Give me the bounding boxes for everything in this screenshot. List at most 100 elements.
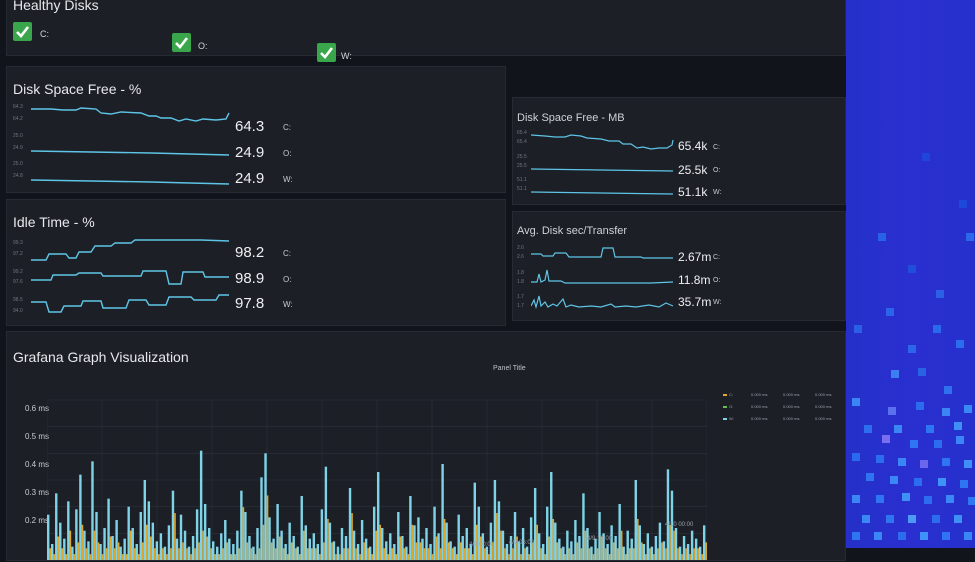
- disk-label: W:: [341, 51, 352, 61]
- bar-series-b: [113, 548, 116, 560]
- bar-series-a: [441, 464, 444, 560]
- bar-series-a: [167, 525, 171, 560]
- bar-series-b: [677, 548, 679, 560]
- pixel-square: [916, 402, 924, 410]
- bar-series-a: [401, 536, 404, 560]
- bar-series-a: [280, 530, 283, 560]
- bar-series-a: [686, 544, 690, 560]
- bar-series-b: [596, 548, 599, 560]
- pixel-square: [908, 345, 916, 353]
- pixel-square: [874, 532, 882, 540]
- bar-series-a: [372, 506, 376, 560]
- pixel-square: [944, 386, 952, 394]
- bar-series-a: [300, 496, 303, 560]
- bar-series-a: [272, 538, 275, 560]
- avg-disk-transfer-panel: Avg. Disk sec/Transfer 2.6 2.6 2.67m C: …: [512, 211, 846, 321]
- x-tick: 4/10 00:00: [665, 522, 694, 528]
- bar-series-a: [574, 520, 577, 560]
- bar-series-b: [339, 554, 341, 560]
- sparkline-c: [531, 134, 674, 150]
- bar-series-b: [202, 530, 204, 560]
- bar-series-a: [171, 490, 175, 560]
- panel-title: Healthy Disks: [13, 0, 99, 13]
- legend-row[interactable]: O: 0.000 ms 0.000 ms 0.000 ms: [723, 404, 843, 412]
- bar-series-b: [681, 554, 683, 560]
- bar-series-b: [564, 554, 567, 560]
- bar-series-b: [125, 554, 128, 560]
- bar-series-b: [73, 554, 76, 560]
- bar-series-b: [89, 554, 92, 560]
- bar-series-b: [274, 548, 277, 560]
- pixel-square: [964, 460, 972, 468]
- bar-series-b: [624, 554, 627, 560]
- bar-series-b: [423, 548, 426, 560]
- panel-title: Idle Time - %: [13, 214, 95, 230]
- bar-series-a: [473, 482, 476, 560]
- bar-series-b: [528, 554, 530, 560]
- bar-series-b: [476, 524, 478, 560]
- bar-series-b: [572, 554, 575, 560]
- bar-series-a: [67, 501, 70, 560]
- tick-label: 99.2: [13, 269, 23, 275]
- bar-series-b: [588, 548, 591, 560]
- pixel-square: [942, 532, 950, 540]
- bar-series-b: [363, 542, 365, 560]
- pixel-square: [922, 153, 930, 161]
- bar-series-a: [59, 522, 62, 560]
- pixel-square: [902, 493, 910, 501]
- tick-label: 1.8: [517, 279, 524, 285]
- bar-series-a: [437, 533, 440, 560]
- bar-series-b: [238, 548, 241, 560]
- pixel-square: [966, 233, 974, 241]
- drive-label: W:: [713, 299, 722, 306]
- drive-label: W:: [283, 175, 293, 184]
- sparkline-w: [531, 295, 674, 310]
- legend-name: O:: [729, 404, 734, 409]
- bar-series-b: [480, 536, 482, 560]
- bar-series-b: [234, 554, 237, 560]
- bar-series-b: [536, 524, 538, 560]
- pixel-square: [954, 515, 962, 523]
- bar-series-b: [355, 548, 357, 560]
- bar-series-b: [69, 530, 72, 560]
- bar-series-b: [242, 507, 245, 560]
- legend-row[interactable]: C: 0.000 ms 0.000 ms 0.000 ms: [723, 392, 843, 400]
- bar-series-a: [529, 517, 533, 560]
- bar-series-b: [298, 554, 301, 560]
- bar-series-b: [657, 548, 659, 560]
- bar-series-a: [485, 546, 489, 560]
- sparkline-w: [31, 179, 230, 185]
- bar-series-a: [602, 533, 605, 560]
- tick-label: 25.5: [517, 163, 527, 169]
- x-tick: 4/9 12:00: [587, 536, 613, 542]
- pixel-square: [964, 532, 972, 540]
- bar-series-a: [409, 496, 412, 560]
- tick-label: 2.6: [517, 245, 524, 251]
- bar-series-b: [218, 554, 221, 560]
- bar-series-b: [178, 548, 180, 560]
- pixel-square: [864, 425, 872, 433]
- pixel-square: [933, 325, 941, 333]
- bar-series-b: [367, 548, 369, 560]
- legend-row[interactable]: W: 0.000 ms 0.000 ms 0.000 ms: [723, 416, 843, 424]
- bar-series-b: [496, 513, 498, 560]
- bar-series-b: [137, 554, 140, 560]
- bar-series-b: [661, 542, 663, 560]
- bar-series-a: [155, 541, 159, 560]
- bar-series-a: [103, 528, 106, 560]
- bar-series-a: [87, 541, 90, 560]
- bar-series-a: [546, 506, 549, 560]
- bar-series-a: [666, 469, 670, 560]
- bar-series-a: [232, 544, 235, 560]
- bar-series-b: [649, 548, 651, 560]
- bar-series-b: [290, 542, 293, 560]
- bar-series-a: [614, 536, 617, 560]
- bar-series-b: [612, 542, 615, 560]
- drive-label: C:: [283, 123, 291, 132]
- bar-series-a: [316, 544, 320, 560]
- bar-series-b: [154, 548, 156, 560]
- y-tick: 0.4 ms: [25, 460, 50, 469]
- bar-series-b: [97, 542, 100, 560]
- bar-series-b: [447, 542, 450, 560]
- bar-series-b: [520, 554, 522, 560]
